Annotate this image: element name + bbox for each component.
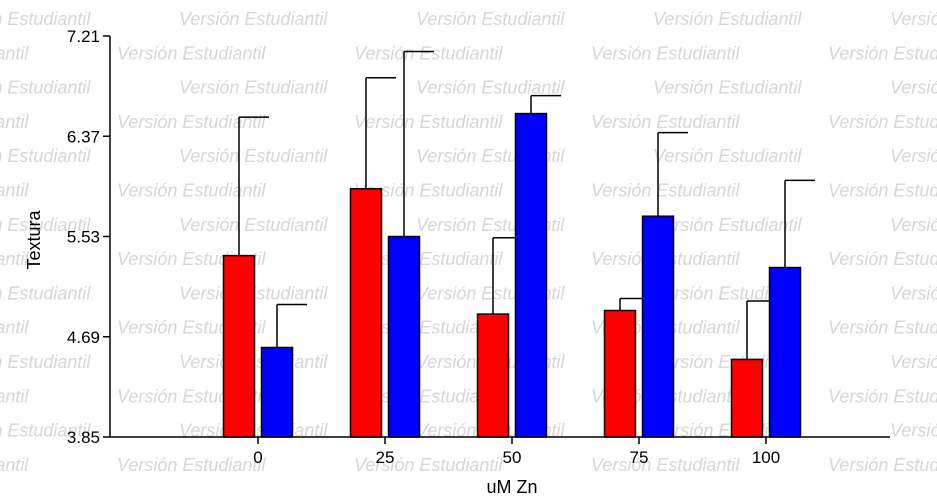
watermark-text: Versión Estudiantil xyxy=(179,215,328,235)
y-tick-label: 3.85 xyxy=(67,428,100,447)
bar-blue-0 xyxy=(260,346,294,438)
watermark-text: Versión Estudiantil xyxy=(591,43,740,63)
watermark-text: Versión Estudiantil xyxy=(890,421,937,441)
watermark-text: Versión Estudiantil xyxy=(354,112,503,132)
watermark-text: Versión Estudiantil xyxy=(653,215,802,235)
watermark-text: Versión Estudiantil xyxy=(179,146,328,166)
watermark-text: Versión Estudiantil xyxy=(890,352,937,372)
bar-red-75 xyxy=(603,309,637,438)
watermark-text: Versión Estudiantil xyxy=(0,249,29,269)
watermark-text: Versión Estudiantil xyxy=(117,112,266,132)
watermark-text: Versión Estudiantil xyxy=(591,112,740,132)
y-tick-label: 4.69 xyxy=(67,328,100,347)
watermark-text: Versión Estudiantil xyxy=(354,455,503,475)
watermark-text: Versión Estudiantil xyxy=(828,43,937,63)
watermark-text: Versión Estudiantil xyxy=(828,181,937,201)
watermark-text: Versión Estudiantil xyxy=(416,78,565,98)
watermark-text: Versión Estudiantil xyxy=(179,78,328,98)
watermark-text: Versión Estudiantil xyxy=(0,318,29,338)
x-tick-label: 100 xyxy=(752,448,780,467)
y-tick-label: 7.21 xyxy=(67,27,100,46)
watermark-text: Versión Estudiantil xyxy=(0,352,91,372)
watermark-text: Versión Estudiantil xyxy=(591,455,740,475)
bar-blue-75 xyxy=(641,215,675,438)
x-tick-label: 75 xyxy=(630,448,649,467)
watermark-text: Versión Estudiantil xyxy=(828,386,937,406)
x-tick-label: 0 xyxy=(253,448,262,467)
watermark-text: Versión Estudiantil xyxy=(0,283,91,303)
y-tick-label: 6.37 xyxy=(67,127,100,146)
bar-red-50 xyxy=(476,313,510,438)
bars-layer xyxy=(222,50,815,438)
watermark-text: Versión Estudiantil xyxy=(653,9,802,29)
watermark-text: Versión Estudiantil xyxy=(0,421,91,441)
bar-red-0 xyxy=(222,254,256,438)
watermark-text: Versión Estudiantil xyxy=(0,386,29,406)
watermark-text: Versión Estudiantil xyxy=(890,9,937,29)
y-axis-title: Textura xyxy=(24,209,44,269)
watermark-text: Versión Estudiantil xyxy=(354,181,503,201)
watermark-text: Versión Estudiantil xyxy=(416,9,565,29)
watermark-text: Versión Estudiantil xyxy=(0,146,91,166)
watermark-text: Versión Estudiantil xyxy=(179,9,328,29)
watermark-text: Versión Estudiantil xyxy=(653,352,802,372)
watermark-text: Versión Estudiantil xyxy=(890,215,937,235)
bar-blue-100 xyxy=(768,266,802,438)
watermark-text: Versión Estudiantil xyxy=(117,455,266,475)
y-tick-label: 5.53 xyxy=(67,228,100,247)
x-tick-label: 50 xyxy=(503,448,522,467)
bar-blue-25 xyxy=(387,235,421,438)
bar-blue-50 xyxy=(514,112,548,438)
watermark-text: Versión Estudiantil xyxy=(828,112,937,132)
watermark-text: Versión Estudiantil xyxy=(591,181,740,201)
watermark-text: Versión Estudiantil xyxy=(0,112,29,132)
watermark-text: Versión Estudiantil xyxy=(0,455,29,475)
watermark-text: Versión Estudiantil xyxy=(890,146,937,166)
watermark-text: Versión Estudiantil xyxy=(0,9,91,29)
watermark-text: Versión Estudiantil xyxy=(890,78,937,98)
watermark-text: Versión Estudiantil xyxy=(828,249,937,269)
watermark-text: Versión Estudiantil xyxy=(653,421,802,441)
watermark-text: Versión Estudiantil xyxy=(0,215,91,235)
bar-red-25 xyxy=(349,188,383,438)
ticks-layer: 3.85 4.69 5.53 6.37 7.21 0 25 50 75 100 xyxy=(67,27,780,467)
x-axis-title: uM Zn xyxy=(486,477,537,497)
bar-red-100 xyxy=(730,358,764,438)
watermark-text: Versión Estudiantil xyxy=(354,43,503,63)
watermark-text: Versión Estudiantil xyxy=(0,78,91,98)
watermark-text: Versión Estudiantil xyxy=(828,455,937,475)
watermark-text: Versión Estudiantil xyxy=(0,181,29,201)
watermark-text: Versión Estudiantil xyxy=(117,43,266,63)
watermark-text: Versión Estudiantil xyxy=(653,146,802,166)
watermark-text: Versión Estudiantil xyxy=(653,283,802,303)
x-tick-label: 25 xyxy=(376,448,395,467)
watermark-text: Versión Estudiantil xyxy=(828,318,937,338)
watermark-text: Versión Estudiantil xyxy=(0,43,29,63)
watermark-text: Versión Estudiantil xyxy=(890,283,937,303)
watermark-text: Versión Estudiantil xyxy=(117,181,266,201)
watermark-text: Versión Estudiantil xyxy=(653,78,802,98)
